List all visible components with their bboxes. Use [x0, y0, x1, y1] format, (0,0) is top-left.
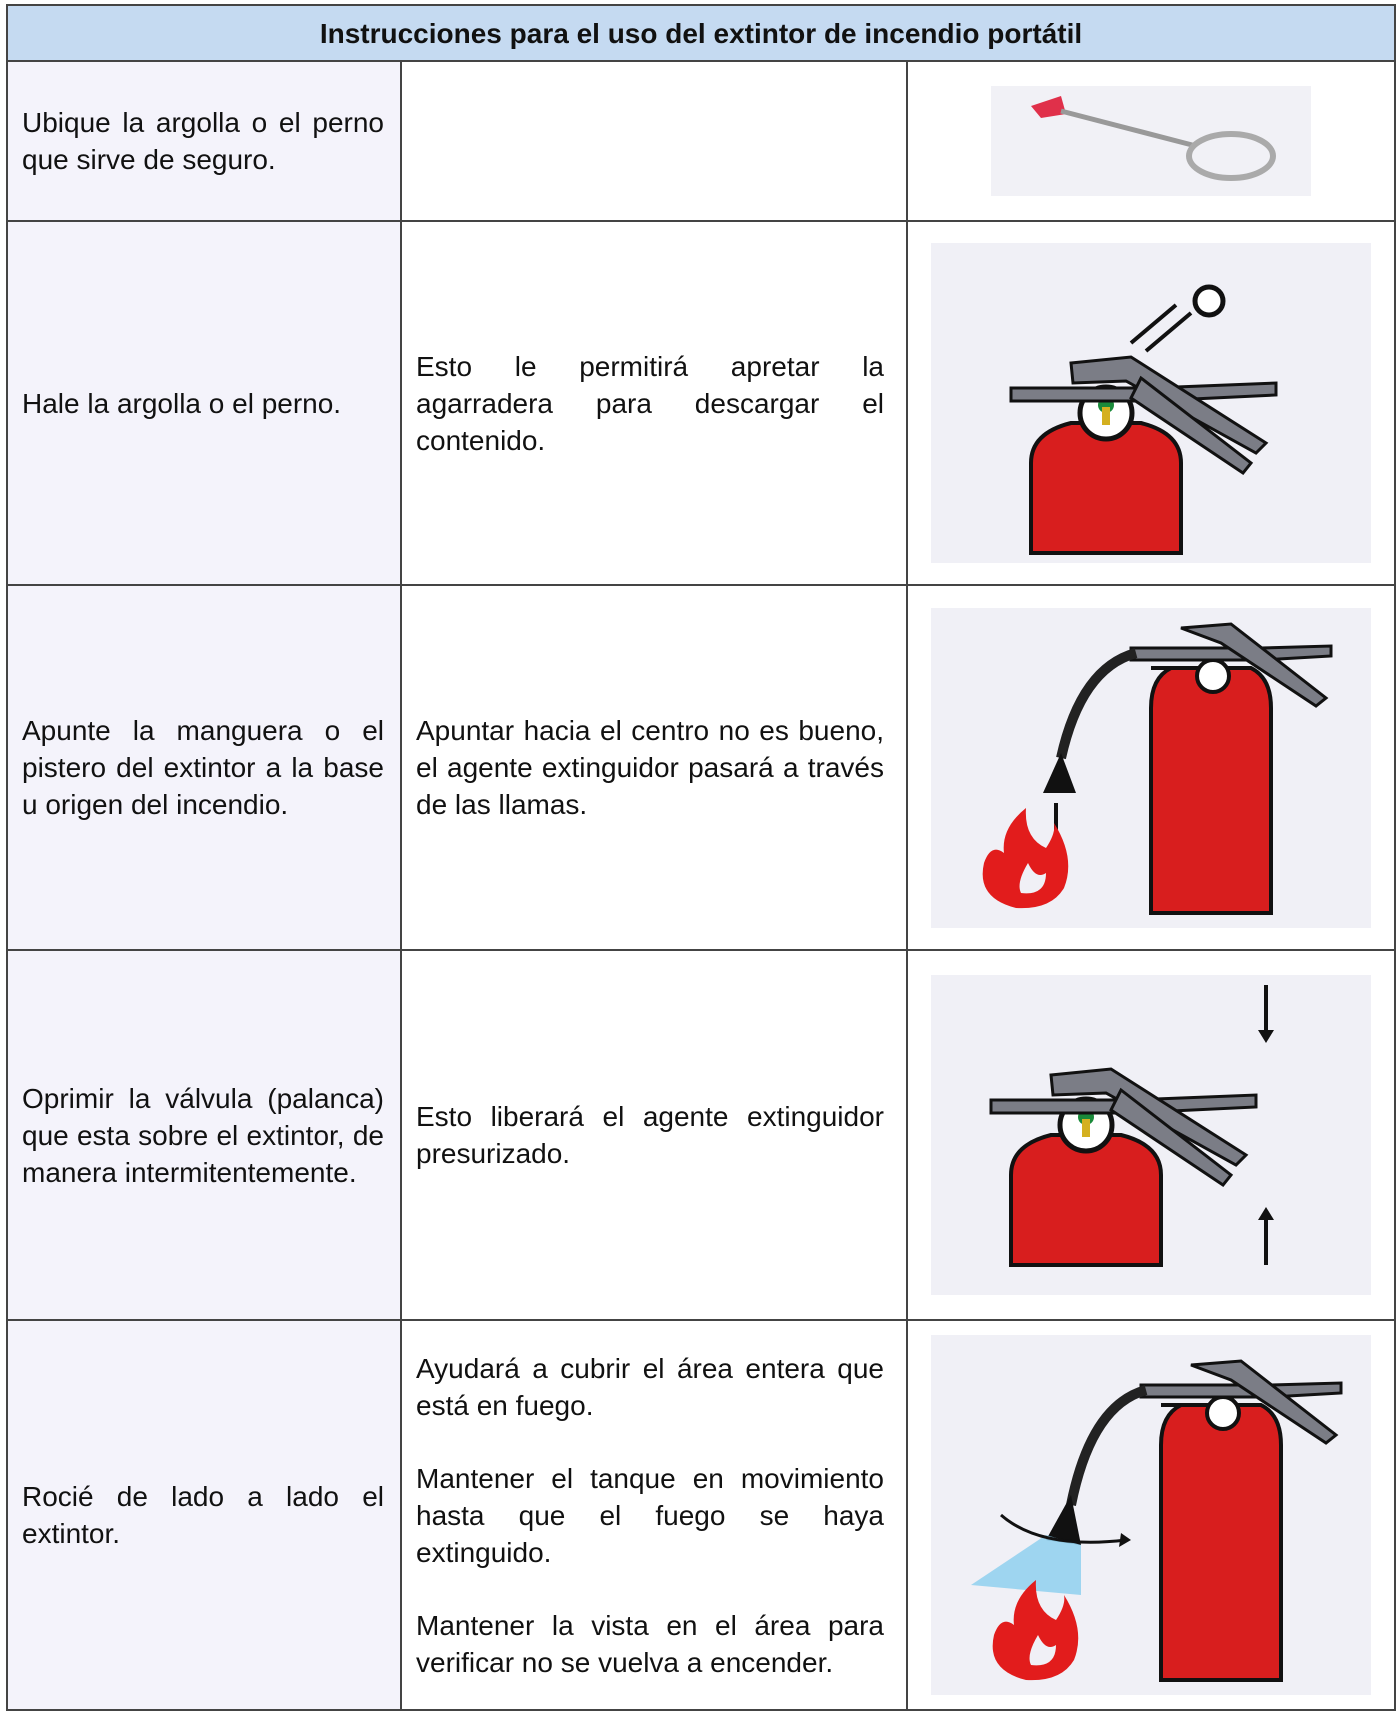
note-cell: [402, 62, 906, 220]
step-text: Rocié de lado a lado el extintor.: [22, 1481, 384, 1549]
illustration-cell: [908, 1321, 1394, 1709]
illustration-cell: [908, 62, 1394, 220]
pull-pin-illustration: [931, 243, 1371, 563]
table-title: Instrucciones para el uso del extintor d…: [8, 6, 1394, 60]
instructions-table: Instrucciones para el uso del extintor d…: [6, 4, 1396, 1711]
illustration-cell: [908, 951, 1394, 1319]
step-text: Hale la argolla o el perno.: [22, 387, 342, 419]
note-cell: Esto le permitirá apretar la agarradera …: [402, 222, 906, 584]
step-cell: Rocié de lado a lado el extintor.: [8, 1321, 400, 1709]
note-text: Mantener el tanque en movimiento hasta q…: [416, 1462, 884, 1568]
note-cell: Esto liberará el agente extinguidor pres…: [402, 951, 906, 1319]
note-text: Ayudará a cubrir el área entera que está…: [416, 1352, 884, 1421]
pin-illustration: [991, 86, 1311, 196]
note-cell: Ayudará a cubrir el área entera que está…: [402, 1321, 906, 1709]
step-text: Ubique la argolla o el perno que sirve d…: [22, 107, 384, 175]
squeeze-illustration: [931, 975, 1371, 1295]
note-text: Mantener la vista en el área para verifi…: [416, 1609, 884, 1678]
step-cell: Ubique la argolla o el perno que sirve d…: [8, 62, 400, 220]
note-cell: Apuntar hacia el centro no es bueno, el …: [402, 586, 906, 949]
step-text: Oprimir la válvula (palanca) que esta so…: [22, 1082, 384, 1188]
step-cell: Apunte la manguera o el pistero del exti…: [8, 586, 400, 949]
step-text: Apunte la manguera o el pistero del exti…: [22, 715, 384, 820]
aim-illustration: [931, 607, 1371, 928]
note-text: Esto le permitirá apretar la agarradera …: [416, 350, 884, 456]
step-cell: Hale la argolla o el perno.: [8, 222, 400, 584]
sweep-illustration: [931, 1335, 1371, 1695]
step-cell: Oprimir la válvula (palanca) que esta so…: [8, 951, 400, 1319]
illustration-cell: [908, 586, 1394, 949]
note-text: Apuntar hacia el centro no es bueno, el …: [416, 715, 884, 820]
note-text: Esto liberará el agente extinguidor pres…: [416, 1101, 884, 1169]
illustration-cell: [908, 222, 1394, 584]
